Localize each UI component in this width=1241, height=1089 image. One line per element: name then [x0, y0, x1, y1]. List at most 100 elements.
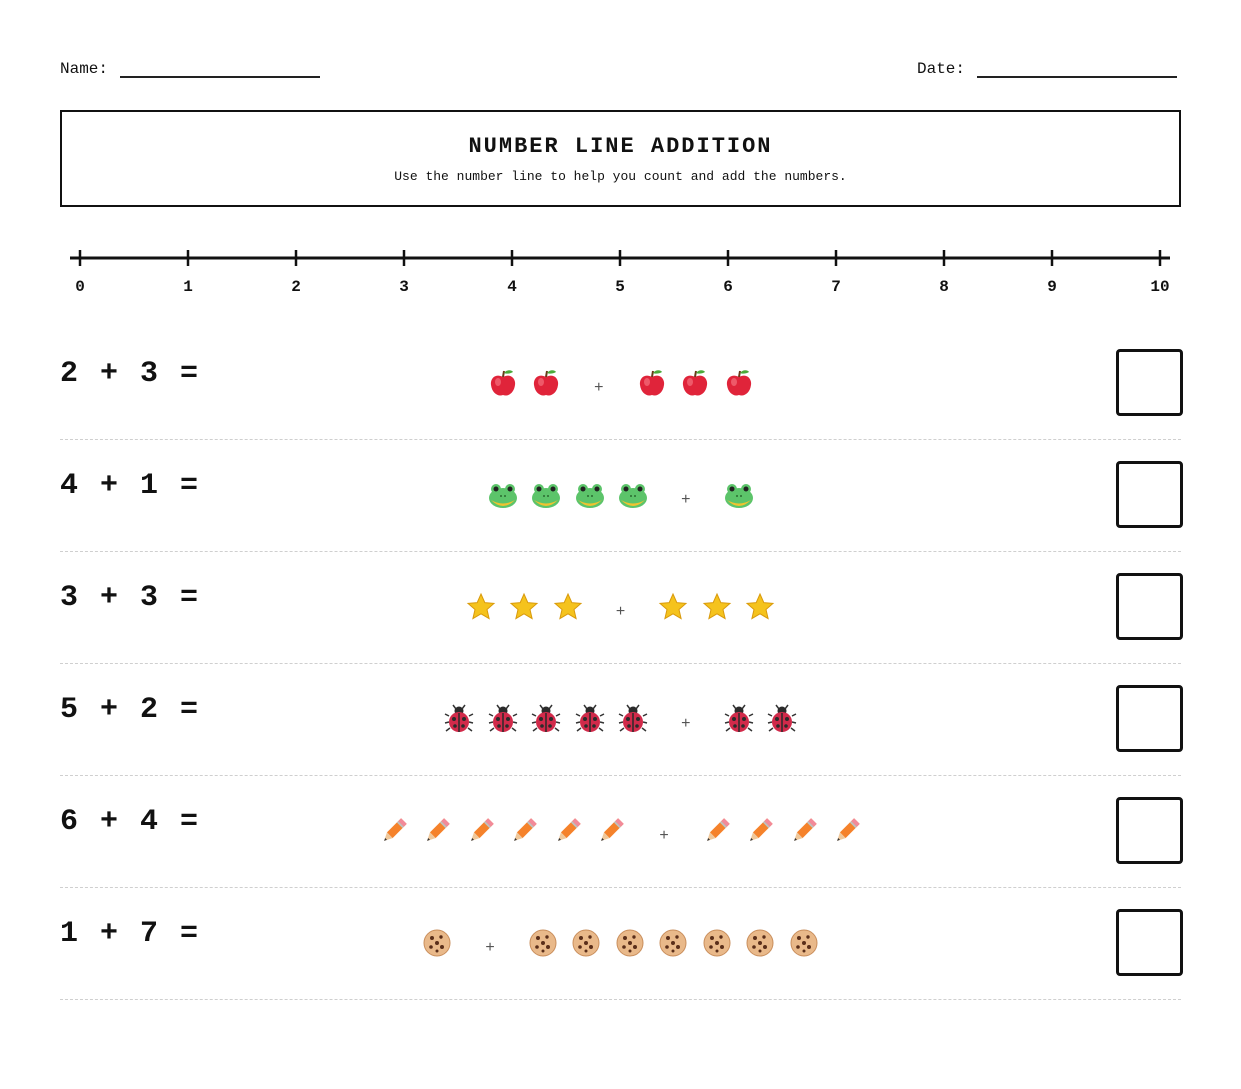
pencil-icon — [459, 811, 503, 851]
cookie-icon — [416, 923, 460, 963]
date-input-line[interactable] — [977, 63, 1178, 78]
ladybug-icon — [760, 699, 804, 739]
answer-box[interactable] — [1116, 349, 1183, 416]
problem-row: 5 + 2 = + — [60, 663, 1183, 776]
plus-sign: + — [485, 939, 495, 957]
problem-row: 2 + 3 = + — [60, 327, 1183, 440]
number-line-label: 1 — [183, 278, 193, 296]
ladybug-icon — [437, 699, 481, 739]
first-addend-group — [437, 699, 655, 739]
answer-box[interactable] — [1116, 909, 1183, 976]
ladybug-icon — [481, 699, 525, 739]
plus-sign: + — [615, 603, 626, 621]
frog-icon — [481, 475, 525, 515]
apple-icon — [630, 363, 674, 403]
star-icon — [739, 587, 783, 627]
pencil-icon — [416, 811, 460, 851]
counting-objects: + — [60, 439, 1181, 551]
title-box: NUMBER LINE ADDITION Use the number line… — [60, 110, 1181, 207]
star-icon — [652, 587, 696, 627]
worksheet-title: NUMBER LINE ADDITION — [468, 134, 773, 159]
equation: 1 + 7 = — [60, 917, 201, 951]
answer-box[interactable] — [1116, 685, 1183, 752]
star-icon — [503, 587, 547, 627]
counting-objects: + — [60, 775, 1181, 887]
date-field: Date: — [917, 60, 1178, 78]
second-addend-group — [717, 475, 761, 515]
number-line-label: 6 — [723, 278, 733, 296]
apple-icon — [524, 363, 568, 403]
number-line-label: 9 — [1047, 278, 1057, 296]
equation: 5 + 2 = — [60, 693, 201, 727]
equation: 3 + 3 = — [60, 581, 201, 615]
name-input-line[interactable] — [120, 63, 321, 78]
name-label: Name: — [60, 60, 109, 78]
first-addend-group — [481, 475, 655, 515]
apple-icon — [481, 363, 525, 403]
answer-box[interactable] — [1116, 797, 1183, 864]
second-addend-group — [652, 587, 783, 627]
cookie-icon — [739, 923, 783, 963]
frog-icon — [524, 475, 568, 515]
number-line-label: 7 — [831, 278, 841, 296]
frog-icon — [717, 475, 761, 515]
star-icon — [546, 587, 590, 627]
counting-objects: + — [60, 551, 1181, 663]
worksheet-subtitle: Use the number line to help you count an… — [394, 169, 847, 184]
problem-row: 4 + 1 = + — [60, 439, 1183, 552]
answer-box[interactable] — [1116, 461, 1183, 528]
plus-sign: + — [659, 827, 669, 845]
equation: 6 + 4 = — [60, 805, 201, 839]
name-field: Name: — [60, 60, 321, 78]
ladybug-icon — [568, 699, 612, 739]
number-line-label: 4 — [507, 278, 517, 296]
number-line-label: 3 — [399, 278, 409, 296]
cookie-icon — [521, 923, 565, 963]
frog-icon — [611, 475, 655, 515]
equation: 2 + 3 = — [60, 357, 201, 391]
ladybug-icon — [524, 699, 568, 739]
first-addend-group — [372, 811, 633, 851]
apple-icon — [717, 363, 761, 403]
second-addend-group — [717, 699, 804, 739]
first-addend-group — [481, 363, 568, 403]
date-label: Date: — [917, 60, 966, 78]
ladybug-icon — [611, 699, 655, 739]
number-line-label: 0 — [75, 278, 85, 296]
counting-objects: + — [60, 887, 1181, 999]
number-line-label: 2 — [291, 278, 301, 296]
pencil-icon — [826, 811, 870, 851]
plus-sign: + — [680, 715, 691, 733]
number-line-label: 10 — [1150, 278, 1169, 296]
pencil-icon — [546, 811, 590, 851]
star-icon — [459, 587, 503, 627]
cookie-icon — [652, 923, 696, 963]
first-addend-group — [416, 923, 460, 963]
second-addend-group — [695, 811, 869, 851]
pencil-icon — [695, 811, 739, 851]
counting-objects: + — [60, 327, 1181, 439]
second-addend-group — [521, 923, 826, 963]
pencil-icon — [590, 811, 634, 851]
pencil-icon — [739, 811, 783, 851]
number-line-graphic: 0 1 2 3 4 5 6 7 8 9 10 — [70, 250, 1170, 296]
pencil-icon — [503, 811, 547, 851]
cookie-icon — [695, 923, 739, 963]
problem-row: 3 + 3 = + — [60, 551, 1183, 664]
star-icon — [695, 587, 739, 627]
second-addend-group — [630, 363, 761, 403]
first-addend-group — [459, 587, 590, 627]
counting-objects: + — [60, 663, 1181, 775]
problem-row: 6 + 4 = + — [60, 775, 1183, 888]
number-line-label: 5 — [615, 278, 625, 296]
ladybug-icon — [717, 699, 761, 739]
number-line-label: 8 — [939, 278, 949, 296]
plus-sign: + — [680, 491, 691, 509]
pencil-icon — [372, 811, 416, 851]
answer-box[interactable] — [1116, 573, 1183, 640]
equation: 4 + 1 = — [60, 469, 201, 503]
cookie-icon — [565, 923, 609, 963]
cookie-icon — [608, 923, 652, 963]
cookie-icon — [782, 923, 826, 963]
number-line: 0 1 2 3 4 5 6 7 8 9 10 — [70, 240, 1170, 300]
